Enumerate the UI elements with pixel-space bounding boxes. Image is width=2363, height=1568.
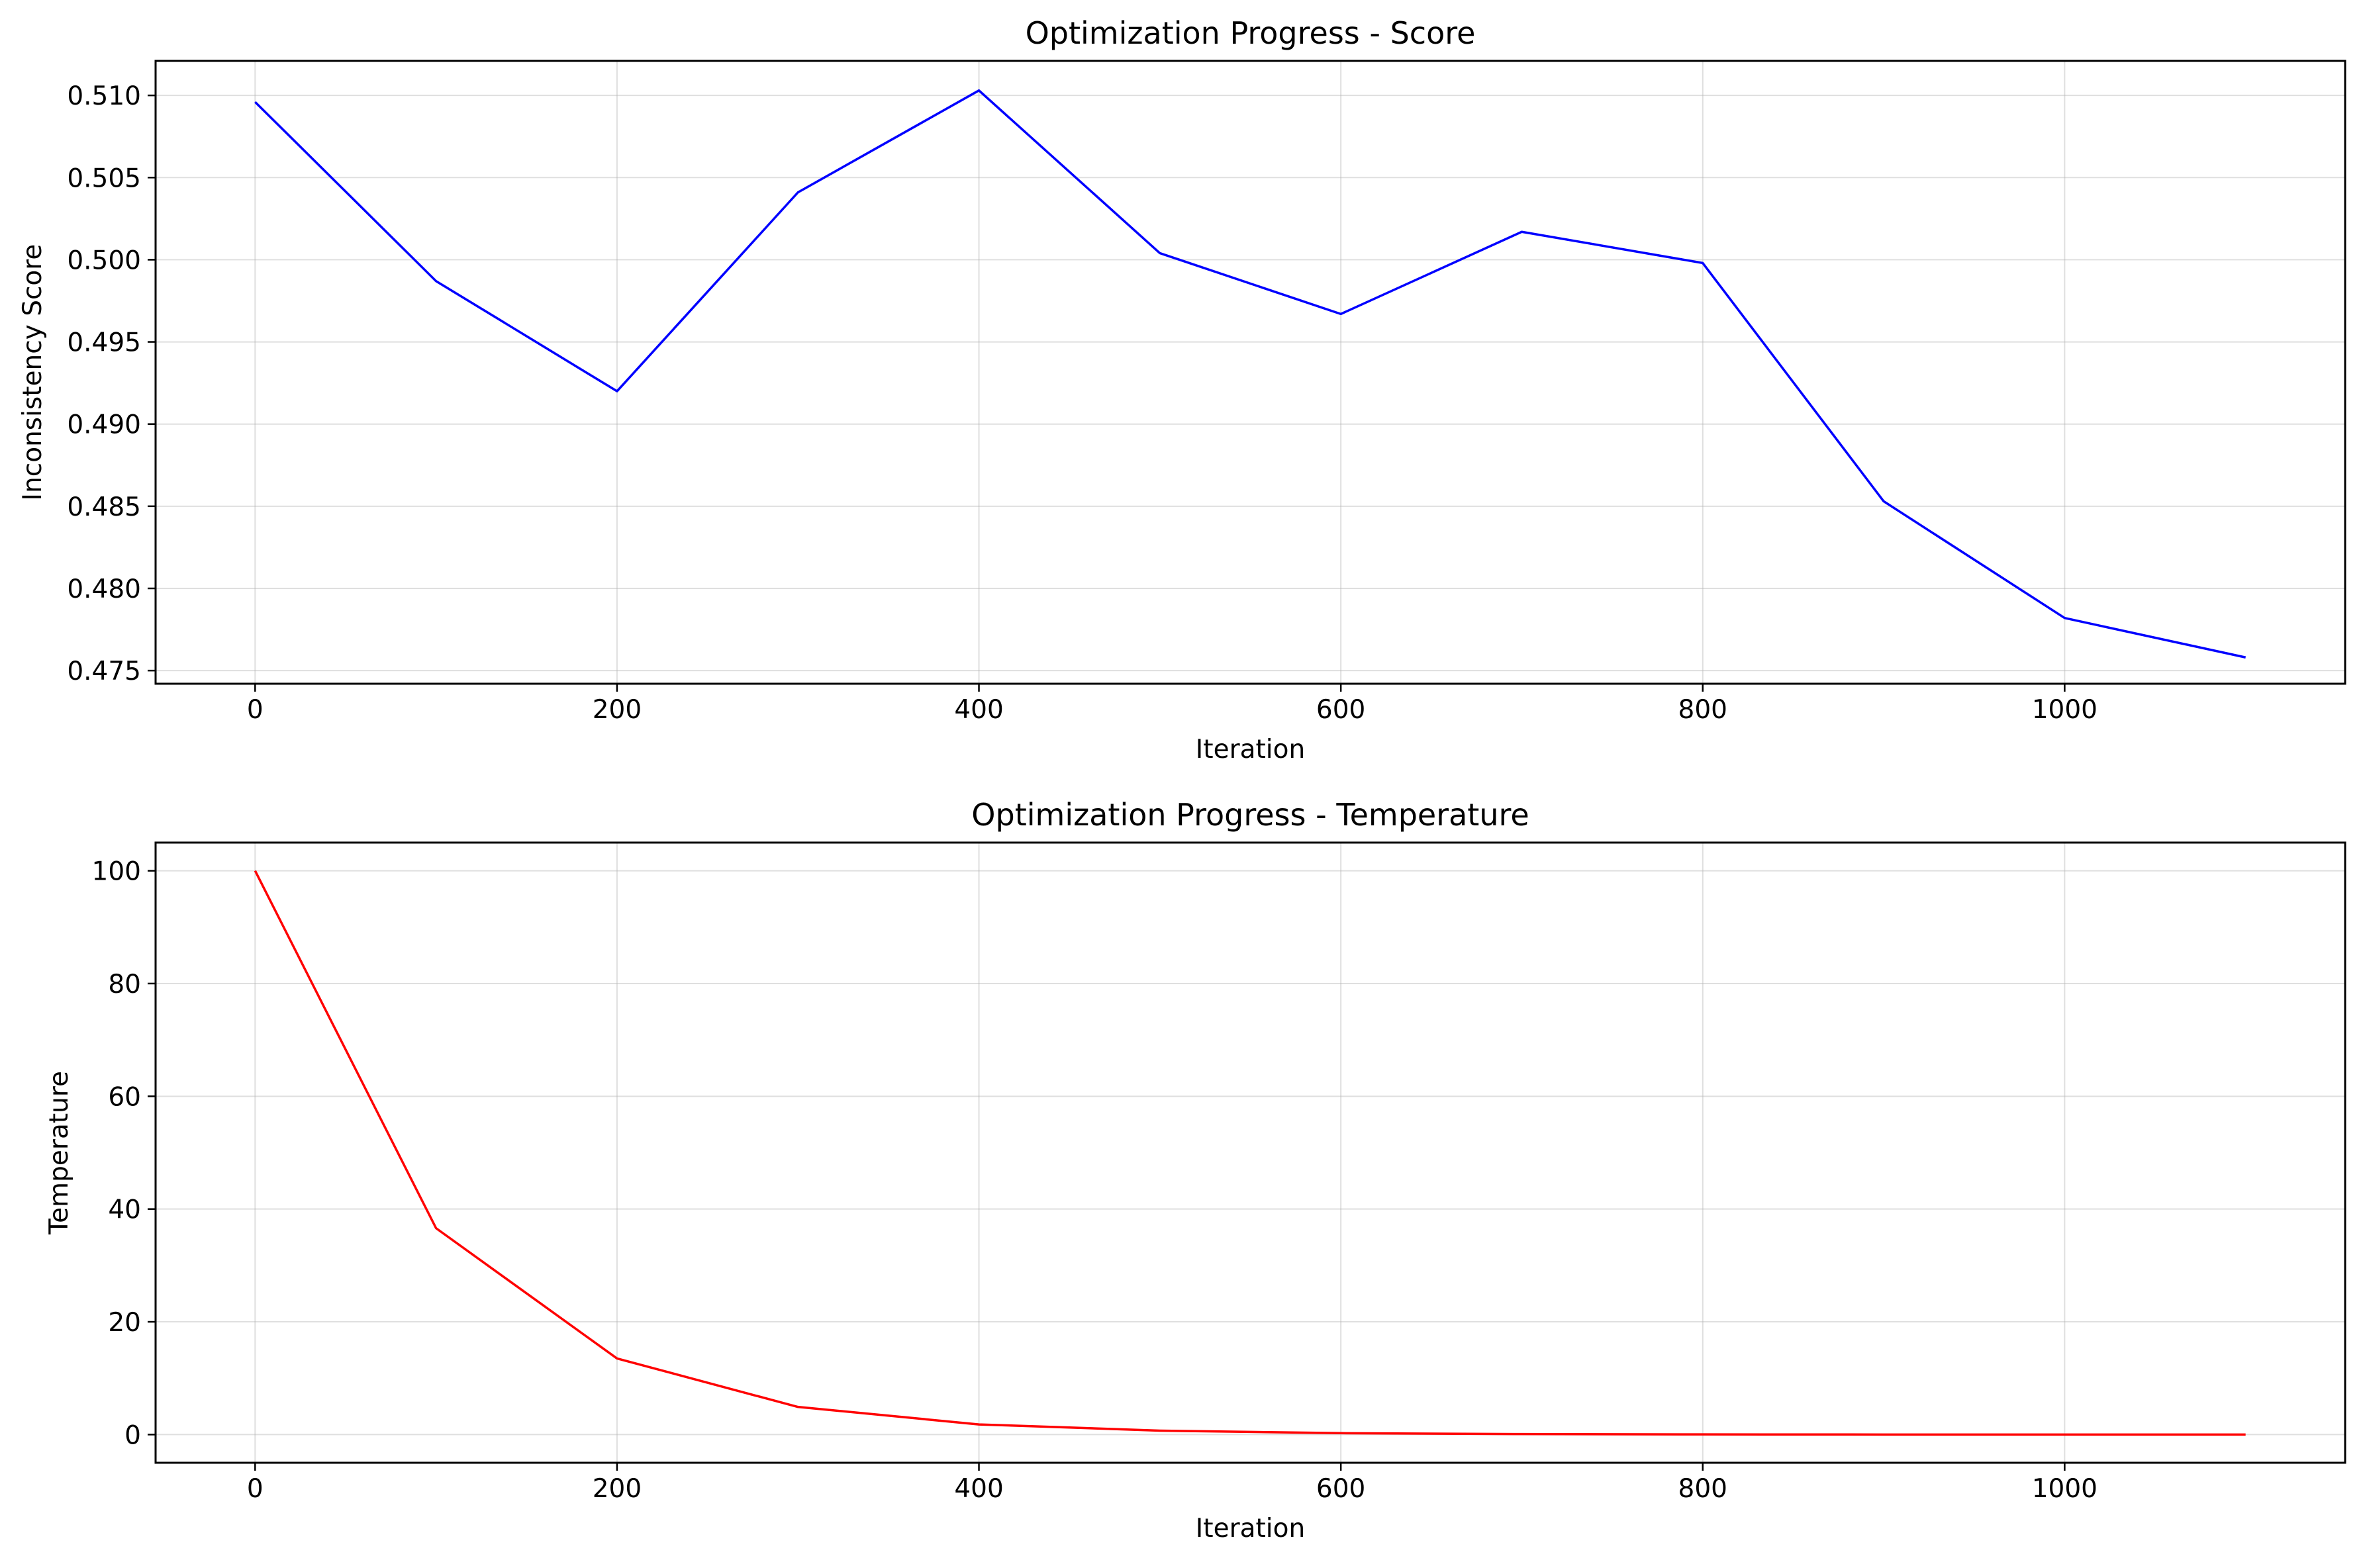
- temperature-y-tick-label: 0: [124, 1420, 141, 1450]
- score-x-tick-label: 800: [1678, 695, 1727, 725]
- temperature-x-tick-label: 0: [247, 1474, 264, 1504]
- score-x-tick-label: 600: [1316, 695, 1365, 725]
- temperature-series-line: [254, 870, 2246, 1436]
- score-y-tick-label: 0.480: [67, 575, 141, 604]
- temperature-y-tick-label: 20: [108, 1308, 141, 1338]
- score-y-tick-label: 0.490: [67, 410, 141, 440]
- score-series-line: [254, 89, 2246, 659]
- temperature-axes-frame: [154, 841, 2346, 1464]
- score-x-tick-label: 200: [593, 695, 642, 725]
- score-y-tick-label: 0.495: [67, 328, 141, 358]
- score-y-tick-label: 0.505: [67, 163, 141, 193]
- temperature-x-tick-label: 600: [1316, 1474, 1365, 1504]
- temperature-x-tick-label: 800: [1678, 1474, 1727, 1504]
- score-x-tick-label: 0: [247, 695, 264, 725]
- score-chart: 0 200 400 600 800 1000 0.475 0.480 0.485 0.490 0.4…: [18, 15, 2346, 764]
- temperature-x-tick-label: 200: [593, 1474, 642, 1504]
- temperature-y-tick-label: 60: [108, 1082, 141, 1112]
- temperature-y-tick-label: 40: [108, 1195, 141, 1225]
- temperature-chart: 0 200 400 600 800 1000 0 20 40 60 80 100 Optimizatio…: [44, 797, 2346, 1544]
- score-x-tick-label: 400: [954, 695, 1003, 725]
- temperature-x-tick-label: 1000: [2032, 1474, 2098, 1504]
- score-chart-title: Optimization Progress - Score: [1026, 15, 1476, 51]
- score-y-axis-label: Inconsistency Score: [18, 244, 48, 501]
- score-y-tick-label: 0.500: [67, 246, 141, 275]
- temperature-y-axis-label: Temperature: [44, 1071, 74, 1235]
- temperature-y-tick-label: 100: [92, 857, 141, 887]
- score-x-axis-label: Iteration: [1196, 735, 1305, 764]
- score-y-tick-label: 0.475: [67, 657, 141, 686]
- score-y-tick-label: 0.510: [67, 81, 141, 111]
- score-x-tick-label: 1000: [2032, 695, 2098, 725]
- temperature-y-tick-label: 80: [108, 970, 141, 999]
- temperature-x-axis-label: Iteration: [1196, 1514, 1305, 1544]
- temperature-chart-title: Optimization Progress - Temperature: [971, 797, 1529, 833]
- score-y-tick-label: 0.485: [67, 492, 141, 522]
- temperature-x-tick-label: 400: [954, 1474, 1003, 1504]
- score-axes-frame: [154, 60, 2346, 685]
